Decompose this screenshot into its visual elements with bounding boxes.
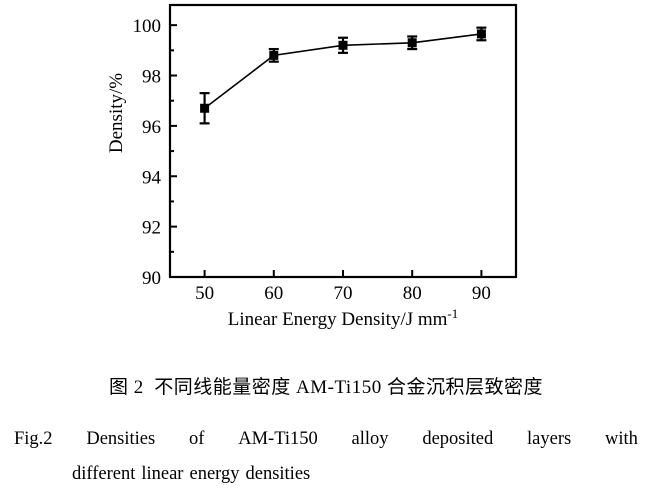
- caption-word: different: [72, 463, 136, 484]
- y-tick-label: 94: [142, 167, 162, 188]
- axis-ticks: [170, 24, 483, 277]
- density-vs-linear-energy-density-chart: 50 60 70 80 90 90 92 94 96 98 100 Linear Energy D…: [106, 3, 518, 331]
- y-tick-label: 98: [142, 67, 161, 88]
- data-point-marker: [476, 29, 486, 39]
- figure-caption-block: 图 2 不同线能量密度 AM-Ti150 合金沉积层致密度 Fig.2 Densi…: [0, 330, 652, 492]
- caption-word: alloy: [351, 428, 389, 449]
- y-axis-title: Density/%: [106, 73, 127, 153]
- caption-chinese: 图 2 不同线能量密度 AM-Ti150 合金沉积层致密度: [109, 377, 543, 398]
- caption-word: of: [189, 428, 205, 449]
- data-point-marker: [407, 38, 417, 48]
- data-point-marker: [338, 40, 348, 50]
- x-axis-title: Linear Energy Density/J mm-1: [228, 306, 459, 331]
- caption-english-line-1: Fig.2 Densities of AM-Ti150 alloy deposited la…: [14, 422, 638, 457]
- x-tick-label: 70: [334, 283, 353, 304]
- data-point-marker: [200, 103, 210, 113]
- y-tick-label: 100: [133, 16, 162, 37]
- caption-word: Fig.2: [14, 428, 53, 449]
- caption-word: deposited: [422, 428, 494, 449]
- y-tick-label: 92: [142, 218, 161, 239]
- caption-word: with: [605, 428, 638, 449]
- x-tick-label: 50: [195, 283, 214, 304]
- y-axis-tick-labels: 90 92 94 96 98 100: [133, 16, 162, 289]
- x-axis-title-text: Linear Energy Density/J mm-1: [228, 306, 459, 331]
- x-axis-tick-labels: 50 60 70 80 90: [195, 283, 491, 304]
- caption-word: AM-Ti150: [238, 428, 318, 449]
- x-tick-label: 80: [403, 283, 422, 304]
- y-tick-label: 96: [142, 117, 161, 138]
- caption-word: densities: [245, 463, 311, 484]
- caption-word: linear: [141, 463, 184, 484]
- y-axis-title-text: Density/%: [106, 73, 127, 153]
- figure-chart: 50 60 70 80 90 90 92 94 96 98 100 Linear Energy D…: [106, 3, 518, 331]
- caption-english-line-2: different linear energy densities: [14, 457, 638, 492]
- x-tick-label: 90: [472, 283, 491, 304]
- data-point-marker: [269, 50, 279, 60]
- caption-word: Densities: [86, 428, 156, 449]
- y-tick-label: 90: [142, 268, 161, 289]
- data-point-markers: [200, 29, 486, 113]
- caption-word: layers: [527, 428, 572, 449]
- caption-english: Fig.2 Densities of AM-Ti150 alloy deposited la…: [0, 422, 652, 492]
- caption-word: energy: [189, 463, 240, 484]
- x-tick-label: 60: [264, 283, 283, 304]
